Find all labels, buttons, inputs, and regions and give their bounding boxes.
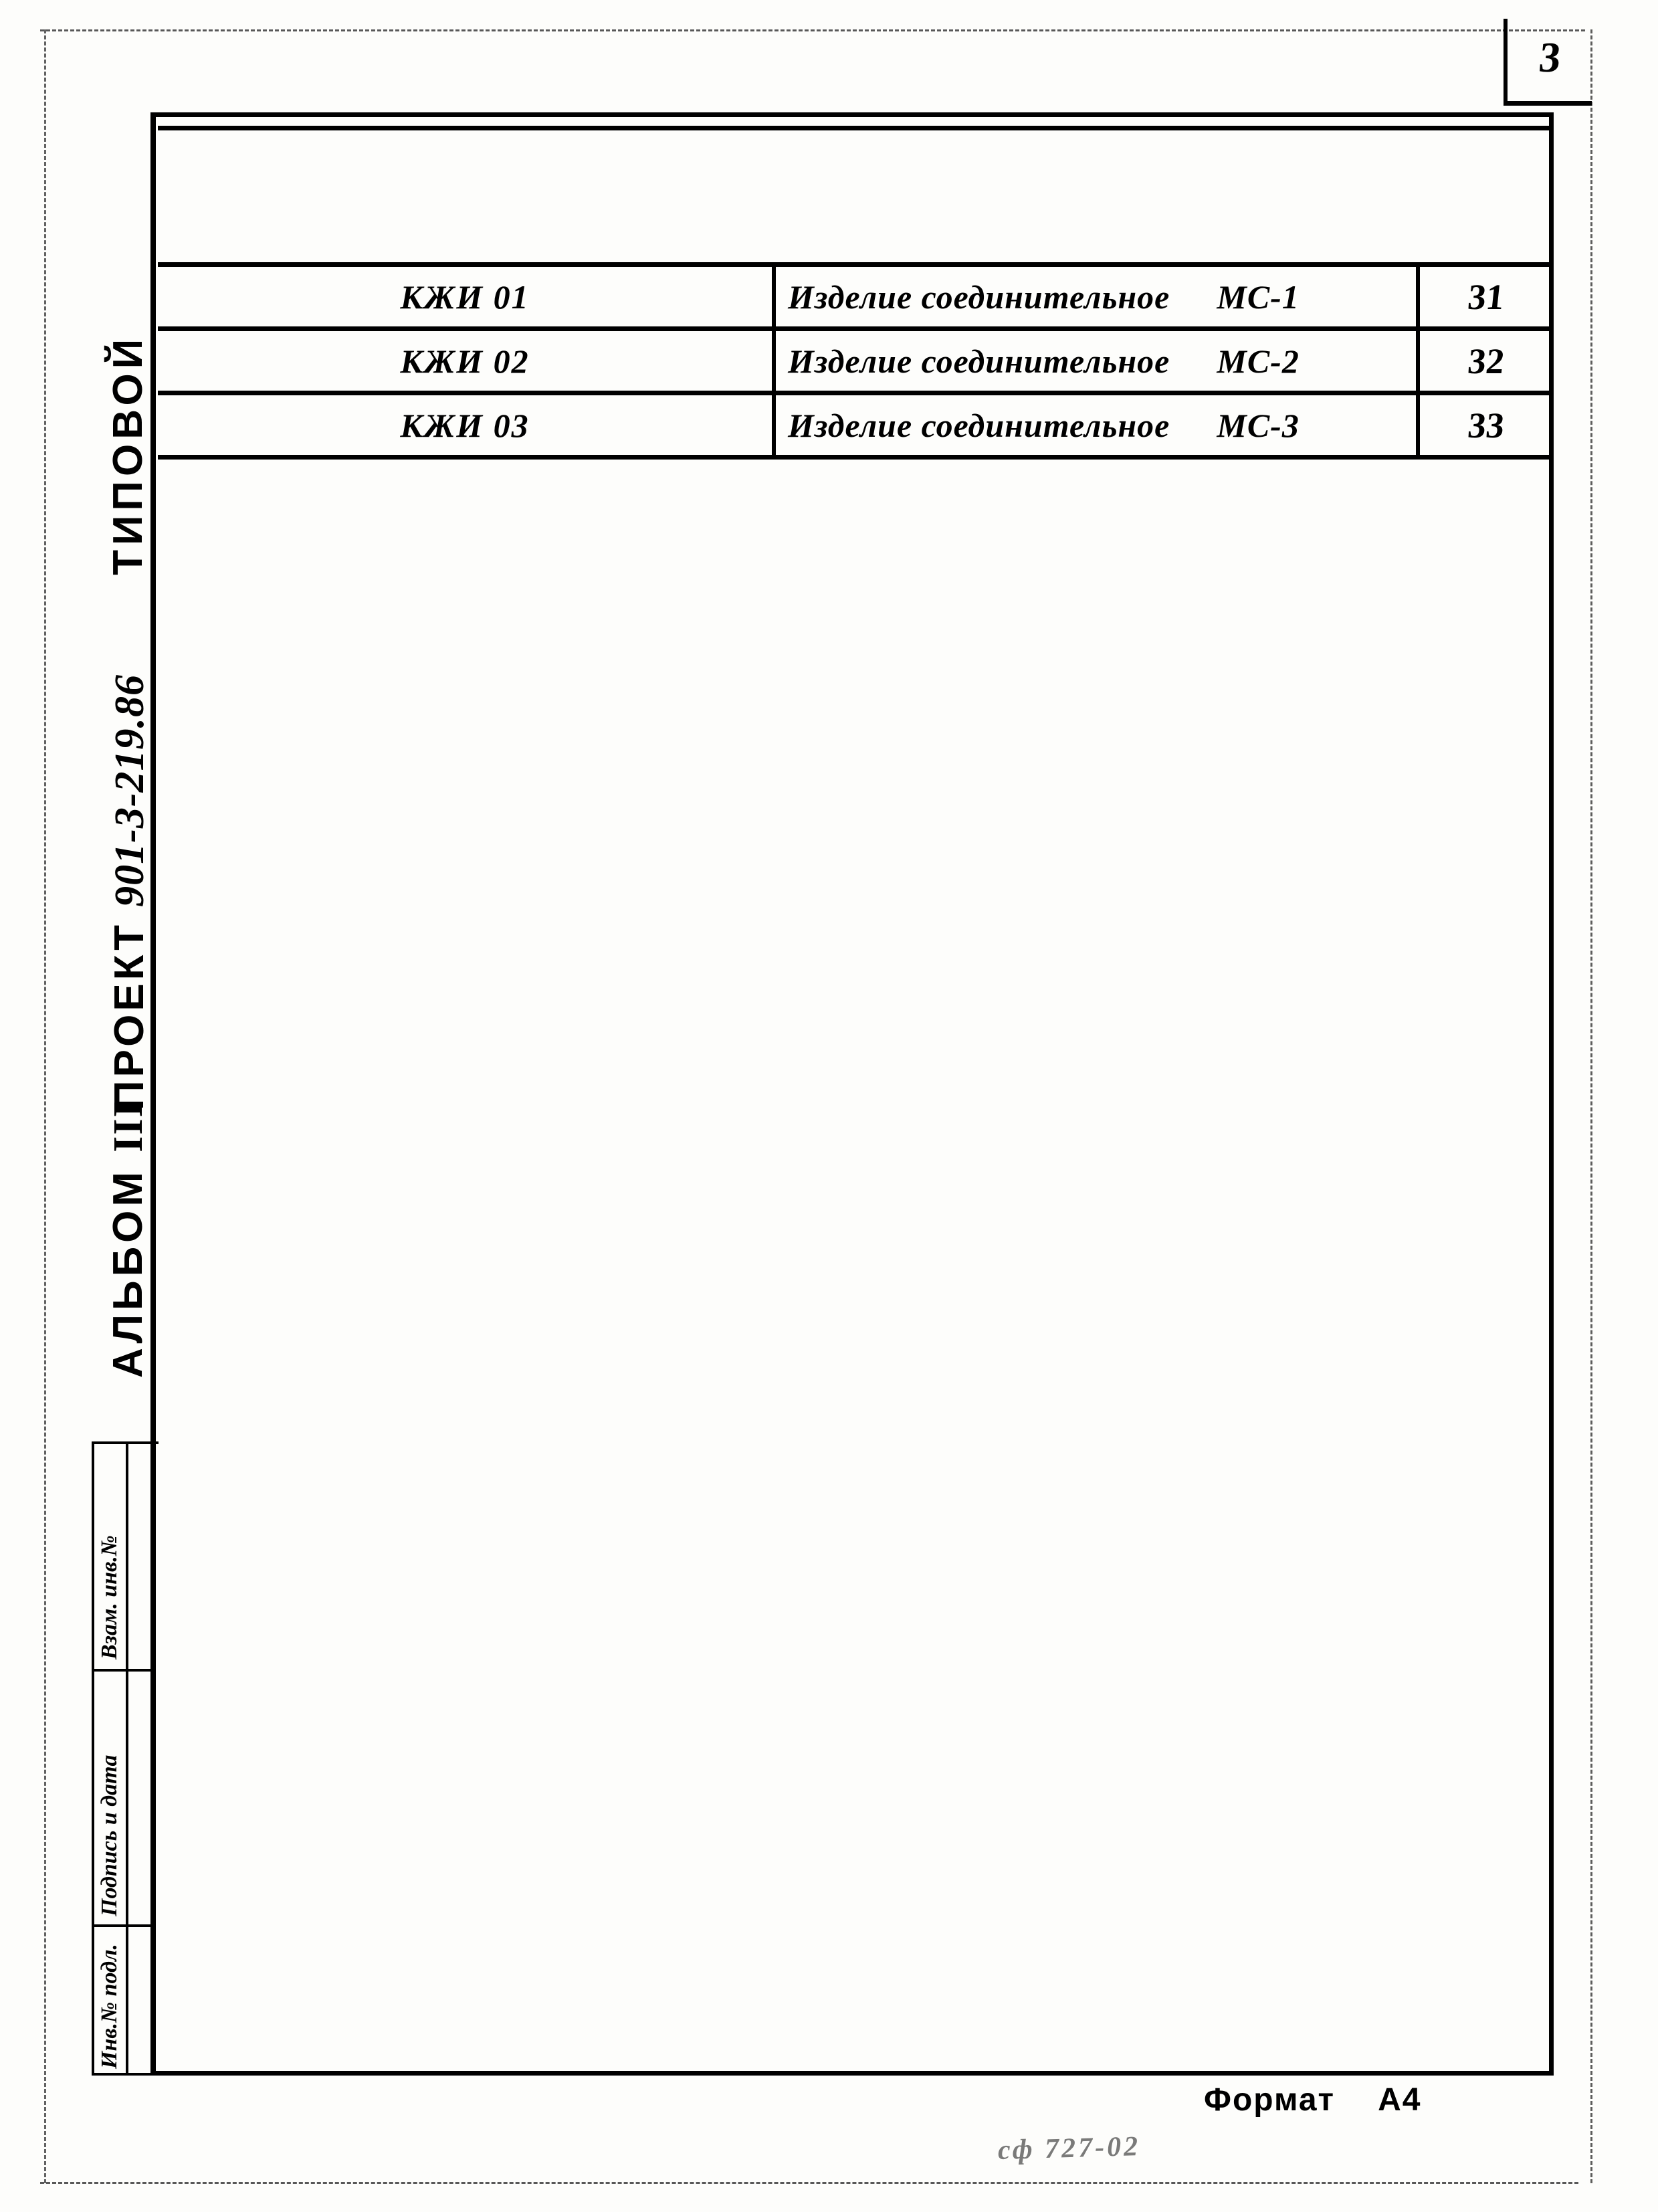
row-page: 31 xyxy=(1414,264,1556,329)
stamp-label-inv-podl: Инв.№ подл. xyxy=(97,1944,122,2069)
row-mark: МС-2 xyxy=(1217,342,1300,380)
row-page: 32 xyxy=(1414,328,1556,393)
table-row[interactable]: КЖИ 03 Изделие соединительное МС-3 33 xyxy=(158,391,1556,460)
stamp-label-signature-date: Подпись и дата xyxy=(97,1754,122,1916)
album-title: АЛЬБОМ III xyxy=(104,1100,152,1378)
row-name: Изделие соединительное xyxy=(788,278,1170,316)
table-header-row xyxy=(158,126,1552,267)
stamp-cell-inv-podl: Инв.№ подл. xyxy=(94,1927,128,2076)
typical-word-label: ТИПОВОЙ xyxy=(105,334,151,575)
stamp-cell-signature-date: Подпись и дата xyxy=(94,1672,128,1927)
row-mark: МС-1 xyxy=(1217,278,1300,316)
trim-line-bottom xyxy=(40,2182,1578,2184)
table-row[interactable]: КЖИ 02 Изделие соединительное МС-2 32 xyxy=(158,326,1556,395)
stamp-divider-mid-1 xyxy=(126,1669,151,1672)
trim-line-top xyxy=(40,29,1585,31)
project-title: ПРОЕКТ 901-3-219.86 xyxy=(106,674,154,1110)
stamp-divider-bottom xyxy=(126,2073,151,2076)
drawing-frame-border xyxy=(150,112,1554,2076)
row-page: 33 xyxy=(1414,393,1556,458)
format-value: А4 xyxy=(1378,2082,1422,2118)
row-code: КЖИ 03 xyxy=(158,391,776,460)
row-name: Изделие соединительное xyxy=(788,406,1170,444)
project-number-label: 901-3-219.86 xyxy=(107,674,152,907)
stamp-divider-top xyxy=(126,1441,151,1444)
stamp-blank-column xyxy=(126,1441,151,2076)
stamp-cell-zam-inv: Взам. инв.№ xyxy=(94,1444,128,1672)
contents-table-grid: КЖИ 01 Изделие соединительное МС-1 31 КЖИ… xyxy=(158,126,1556,460)
format-note: Формат А4 xyxy=(1204,2082,1421,2118)
archive-annotation: сф 727-02 xyxy=(997,2131,1141,2166)
page-number: 3 xyxy=(1536,33,1564,81)
row-code: КЖИ 02 xyxy=(158,326,776,395)
format-label: Формат xyxy=(1204,2082,1336,2118)
row-name-cell: Изделие соединительное МС-3 xyxy=(774,391,1420,460)
trim-line-left xyxy=(44,29,46,2183)
stamp-label-column: Взам. инв.№ Подпись и дата Инв.№ подл. xyxy=(92,1441,159,2076)
table-header-blank-cell xyxy=(158,126,1552,267)
project-word-label: ПРОЕКТ xyxy=(106,922,152,1110)
row-name-cell: Изделие соединительное МС-2 xyxy=(774,326,1420,395)
row-name: Изделие соединительное xyxy=(788,342,1170,380)
page-number-box: 3 xyxy=(1504,19,1592,106)
contents-table-body: КЖИ 01 Изделие соединительное МС-1 31 КЖИ… xyxy=(158,126,1556,460)
typical-title: ТИПОВОЙ xyxy=(104,334,152,575)
row-name-cell: Изделие соединительное МС-1 xyxy=(774,262,1420,331)
stamp-divider-mid-2 xyxy=(126,1924,151,1927)
table-row[interactable]: КЖИ 01 Изделие соединительное МС-1 31 xyxy=(158,262,1556,331)
stamp-label-zam-inv: Взам. инв.№ xyxy=(97,1535,122,1660)
row-code: КЖИ 01 xyxy=(158,262,776,331)
row-mark: МС-3 xyxy=(1217,406,1300,444)
trim-line-right xyxy=(1590,29,1592,2183)
album-prefix-label: АЛЬБОМ xyxy=(105,1167,151,1378)
contents-table: КЖИ 01 Изделие соединительное МС-1 31 КЖИ… xyxy=(158,126,1556,460)
